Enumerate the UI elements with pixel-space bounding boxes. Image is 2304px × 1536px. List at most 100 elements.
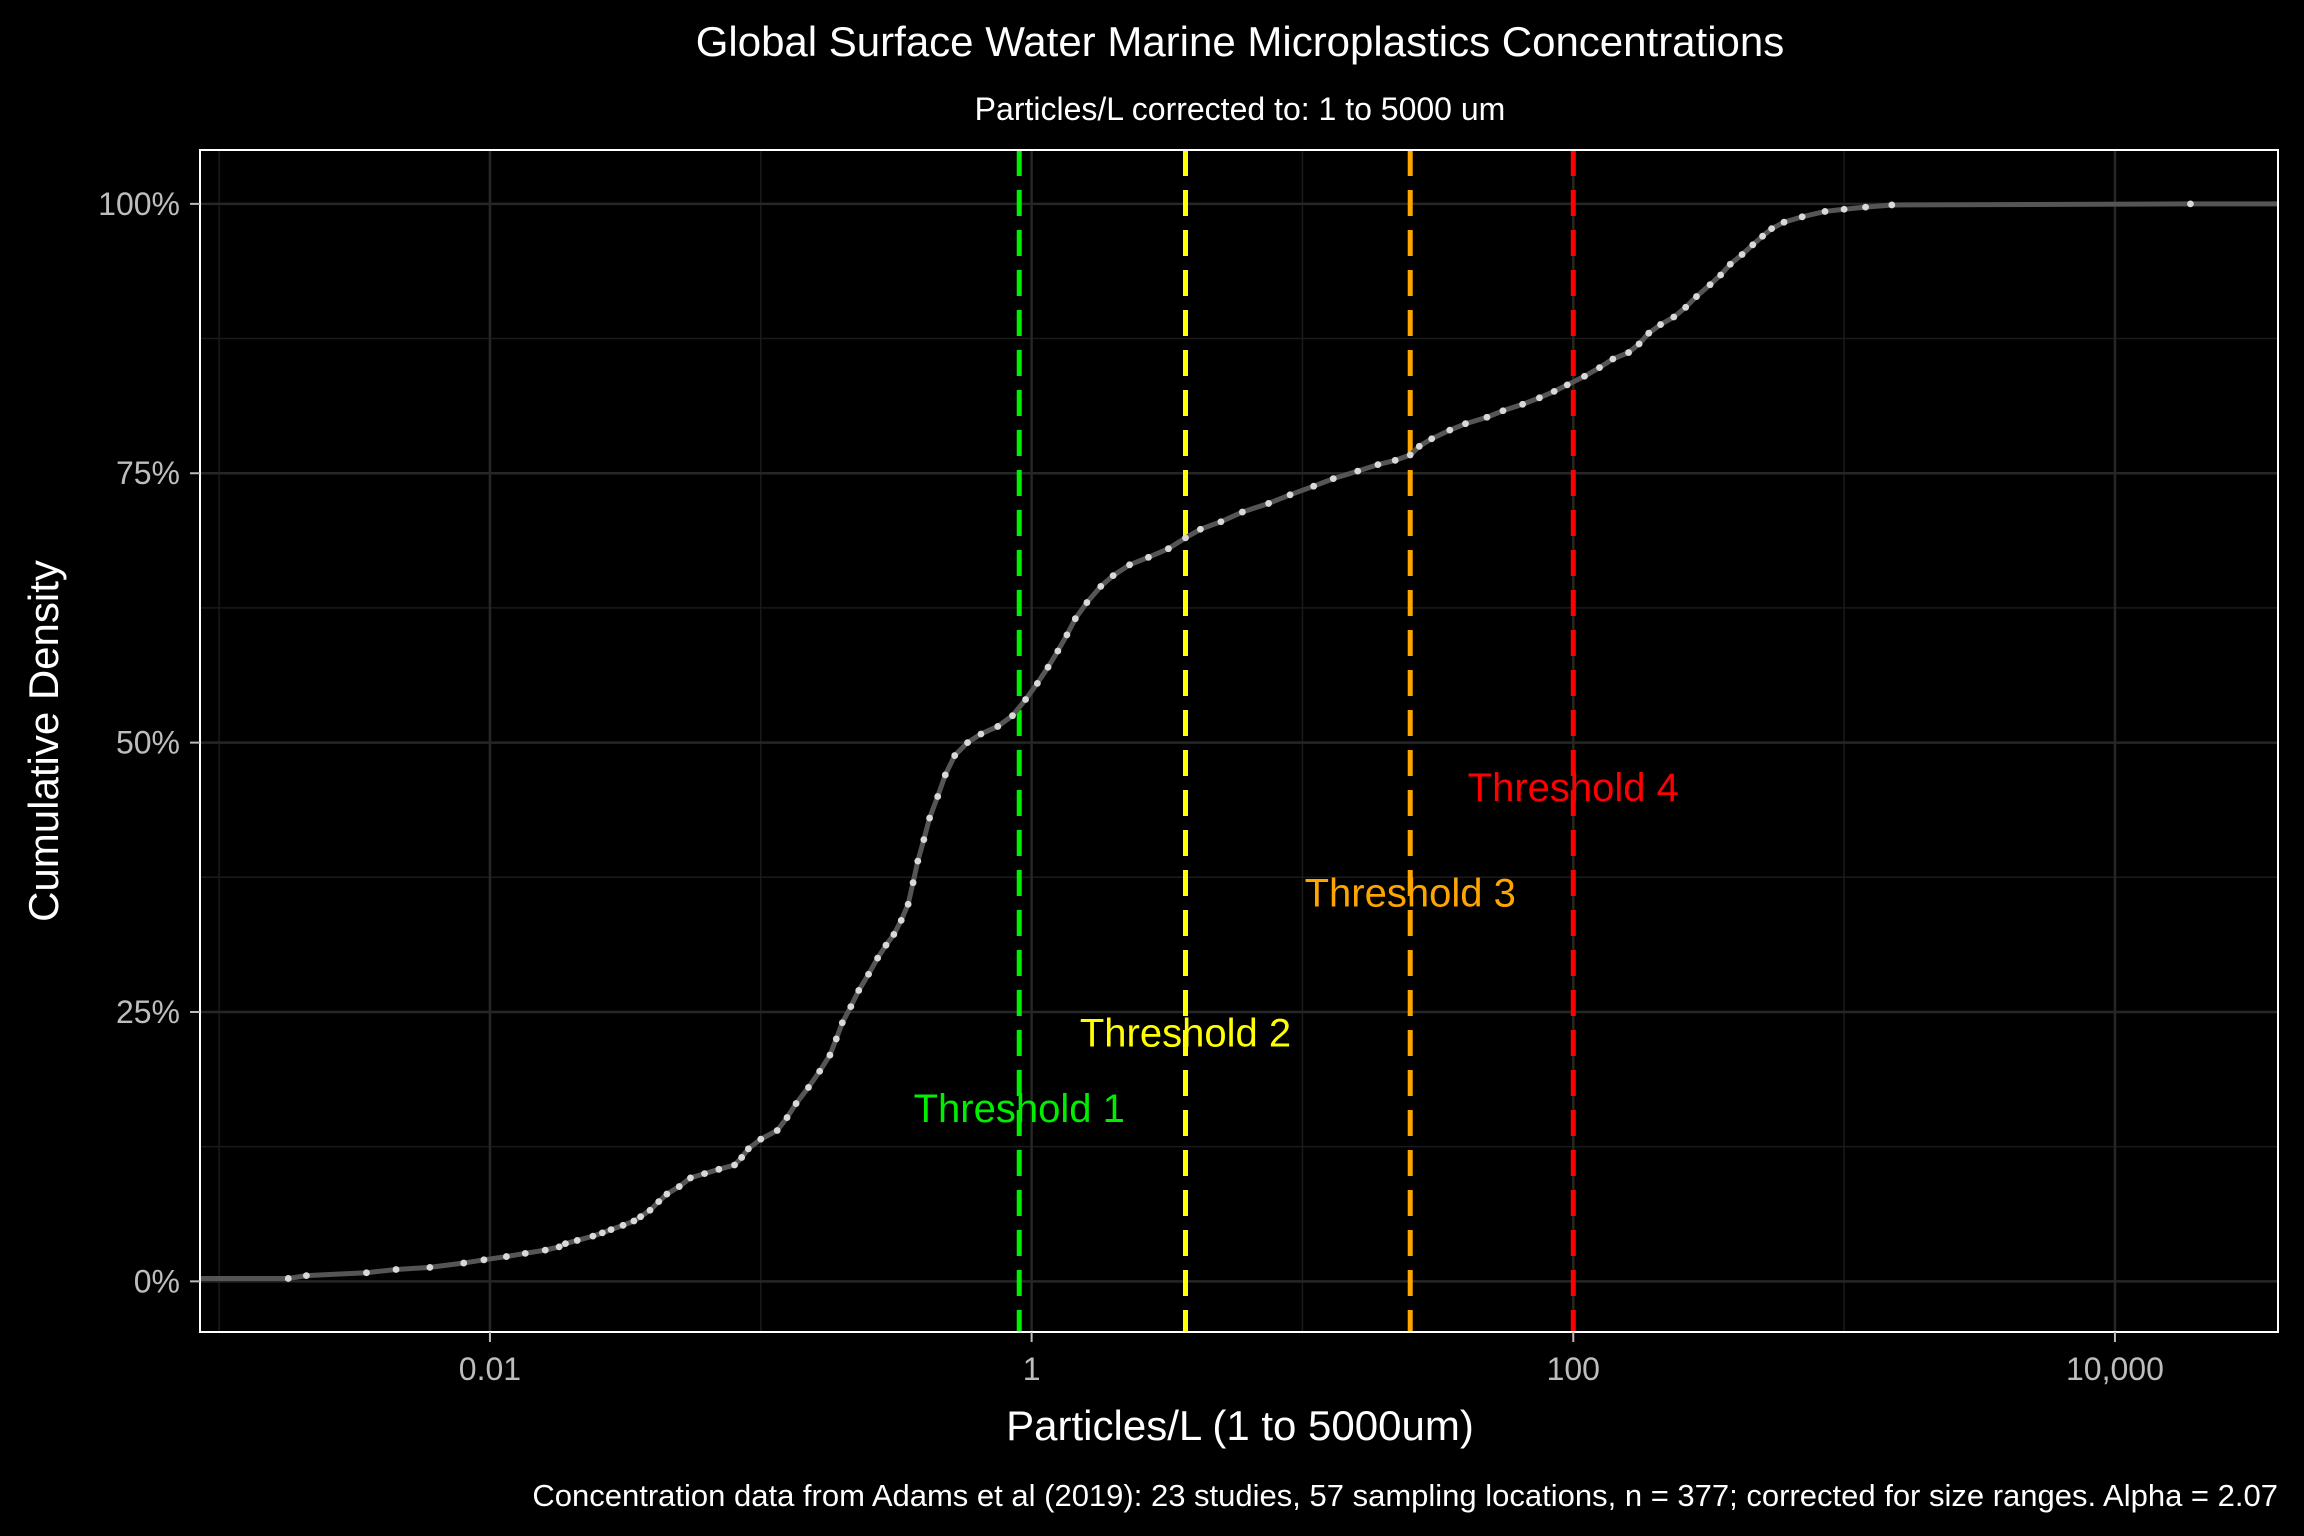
cdf-point bbox=[1329, 475, 1337, 483]
cdf-point bbox=[977, 730, 985, 738]
y-tick-label: 50% bbox=[116, 725, 180, 761]
x-tick-label: 1 bbox=[1023, 1351, 1041, 1387]
cdf-point bbox=[426, 1263, 434, 1271]
cdf-point bbox=[1391, 456, 1399, 464]
cdf-point bbox=[1446, 426, 1454, 434]
cdf-point bbox=[1499, 407, 1507, 415]
cdf-point bbox=[994, 723, 1002, 730]
cdf-point bbox=[1670, 313, 1678, 321]
cdf-series bbox=[200, 200, 2278, 1282]
threshold-lines bbox=[1016, 150, 1576, 1332]
cdf-point bbox=[826, 1051, 834, 1059]
cdf-point bbox=[1197, 525, 1204, 533]
cdf-point bbox=[1265, 500, 1273, 507]
cdf-point bbox=[1033, 679, 1041, 687]
cdf-point bbox=[805, 1084, 812, 1091]
cdf-point bbox=[757, 1135, 765, 1143]
y-tick-label: 75% bbox=[116, 455, 180, 491]
cdf-point bbox=[897, 917, 905, 924]
cdf-point bbox=[865, 970, 872, 978]
y-tick-label: 100% bbox=[98, 186, 180, 222]
cdf-point bbox=[926, 814, 933, 822]
plot-panel bbox=[200, 150, 2278, 1332]
cdf-point bbox=[1536, 394, 1543, 402]
chart-subtitle: Particles/L corrected to: 1 to 5000 um bbox=[975, 91, 1506, 127]
cdf-point bbox=[675, 1183, 683, 1190]
y-tick-label: 0% bbox=[134, 1263, 180, 1299]
cdf-point bbox=[738, 1154, 746, 1161]
plot-border bbox=[199, 149, 2279, 1333]
cdf-point bbox=[1182, 534, 1189, 542]
cdf-point bbox=[1706, 281, 1714, 289]
cdf-point bbox=[914, 857, 922, 865]
cdf-point bbox=[1354, 467, 1362, 475]
cdf-point bbox=[1840, 205, 1848, 213]
cdf-point bbox=[783, 1114, 791, 1121]
cdf-point bbox=[1581, 372, 1588, 380]
cdf-point bbox=[607, 1226, 615, 1234]
cdf-point bbox=[460, 1259, 468, 1267]
cdf-point bbox=[1862, 203, 1869, 211]
cdf-point bbox=[598, 1229, 606, 1237]
cdf-point bbox=[1738, 251, 1746, 258]
cdf-point bbox=[1550, 387, 1558, 395]
cdf-point bbox=[1097, 582, 1105, 590]
cdf-point bbox=[1044, 663, 1052, 671]
cdf-point bbox=[792, 1100, 800, 1107]
cdf-point bbox=[1682, 303, 1690, 311]
cdf-point bbox=[1625, 349, 1632, 356]
cdf-point bbox=[1126, 561, 1133, 569]
cdf-point bbox=[1238, 508, 1246, 516]
cdf-point bbox=[847, 1003, 855, 1010]
threshold-label-2: Threshold 2 bbox=[1080, 1011, 1291, 1055]
x-tick-label: 10,000 bbox=[2066, 1351, 2164, 1387]
cdf-point bbox=[1083, 599, 1091, 606]
cdf-point bbox=[951, 752, 959, 759]
cdf-point bbox=[1054, 647, 1062, 655]
cdf-point bbox=[1563, 381, 1571, 389]
cdf-point bbox=[1821, 208, 1829, 215]
cdf-point bbox=[934, 793, 942, 800]
x-tick-label: 0.01 bbox=[459, 1351, 521, 1387]
cdf-point bbox=[744, 1145, 752, 1153]
cdf-point bbox=[838, 1019, 846, 1027]
cdf-point bbox=[731, 1161, 738, 1169]
cdf-point bbox=[1717, 271, 1725, 279]
cdf-point bbox=[1657, 321, 1664, 328]
cdf-point bbox=[890, 931, 898, 938]
cdf-point bbox=[541, 1246, 549, 1254]
cdf-point bbox=[573, 1237, 581, 1244]
cdf-point bbox=[521, 1249, 529, 1257]
cdf-point bbox=[1609, 355, 1617, 363]
cdf-point bbox=[502, 1253, 510, 1260]
cdf-point bbox=[1374, 461, 1382, 469]
cdf-point bbox=[855, 987, 863, 994]
cdf-point bbox=[964, 739, 971, 747]
cdf-point bbox=[1483, 413, 1491, 421]
cdf-point bbox=[1519, 400, 1527, 408]
x-tick-label: 100 bbox=[1547, 1351, 1600, 1387]
cdf-point bbox=[1726, 260, 1734, 268]
cdf-point bbox=[816, 1067, 824, 1075]
chart-caption: Concentration data from Adams et al (201… bbox=[532, 1478, 2278, 1513]
cdf-point bbox=[1645, 329, 1653, 337]
cdf-point bbox=[1749, 241, 1757, 249]
cdf-point bbox=[904, 900, 912, 908]
cdf-point bbox=[1888, 201, 1896, 209]
cdf-point bbox=[941, 771, 949, 779]
threshold-labels: Threshold 1 Threshold 2 Threshold 3 Thresho… bbox=[914, 766, 1679, 1131]
cdf-point bbox=[909, 879, 917, 887]
cdf-point bbox=[1635, 340, 1643, 348]
cdf-point bbox=[1462, 420, 1469, 428]
cdf-point bbox=[1415, 442, 1423, 450]
cdf-point bbox=[1310, 482, 1318, 490]
cdf-point bbox=[1063, 631, 1071, 639]
cdf-point bbox=[1693, 293, 1700, 300]
cdf-point bbox=[2187, 200, 2194, 208]
threshold-label-4: Threshold 4 bbox=[1468, 766, 1679, 810]
cdf-point bbox=[589, 1232, 597, 1240]
cdf-point bbox=[1022, 696, 1029, 703]
cdf-point bbox=[920, 836, 928, 843]
cdf-point bbox=[832, 1035, 840, 1043]
threshold-label-1: Threshold 1 bbox=[914, 1087, 1125, 1131]
